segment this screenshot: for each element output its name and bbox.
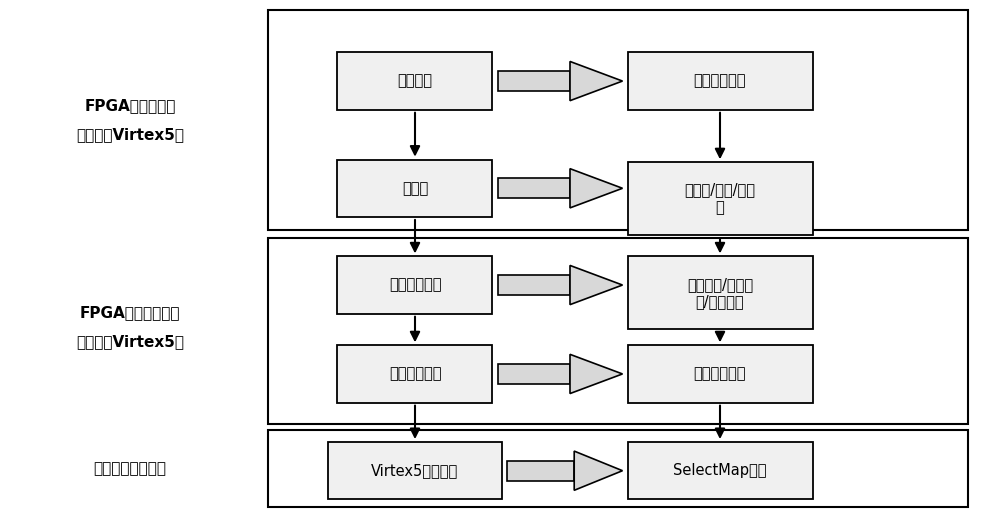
Bar [628, 162, 812, 235]
Text: 头部冗余/配置数
据/尾部冗余: 头部冗余/配置数 据/尾部冗余 [687, 277, 753, 309]
Bar [628, 256, 812, 329]
Bar [328, 442, 502, 499]
Polygon shape [570, 168, 622, 208]
Text: 多元结构方程: 多元结构方程 [694, 367, 746, 381]
Bar [628, 345, 812, 403]
Text: 阶段三：定时刷新: 阶段三：定时刷新 [94, 462, 166, 476]
Text: 帧类型/帧长/帧地
址: 帧类型/帧长/帧地 址 [684, 183, 756, 215]
Text: 位流文件组成: 位流文件组成 [389, 278, 441, 292]
Bar [628, 442, 812, 499]
Bar [498, 364, 570, 384]
Text: 资源类型划分: 资源类型划分 [694, 74, 746, 88]
Bar [337, 160, 492, 217]
Bar [498, 275, 570, 295]
Bar [498, 178, 570, 199]
Bar [268, 238, 968, 424]
Polygon shape [570, 266, 622, 304]
Bar [337, 345, 492, 403]
Bar [268, 10, 968, 230]
Bar [498, 71, 570, 92]
Bar [337, 52, 492, 110]
Text: 帧结构: 帧结构 [402, 181, 428, 196]
Text: 阶段二：Virtex5型: 阶段二：Virtex5型 [76, 334, 184, 349]
Text: SelectMap接口: SelectMap接口 [673, 463, 767, 478]
Bar [507, 461, 574, 481]
Bar [337, 256, 492, 314]
Bar [268, 430, 968, 507]
Text: 底层架构: 底层架构 [398, 74, 432, 88]
Polygon shape [570, 62, 622, 100]
Text: 阶段一：Virtex5型: 阶段一：Virtex5型 [76, 127, 184, 142]
Polygon shape [574, 451, 622, 491]
Text: Virtex5定时刷新: Virtex5定时刷新 [371, 463, 459, 478]
Polygon shape [570, 355, 622, 394]
Text: FPGA帧结构分析: FPGA帧结构分析 [84, 98, 176, 113]
Text: FPGA位流文件解析: FPGA位流文件解析 [80, 305, 180, 320]
Text: 位流文件解析: 位流文件解析 [389, 367, 441, 381]
Bar [628, 52, 812, 110]
